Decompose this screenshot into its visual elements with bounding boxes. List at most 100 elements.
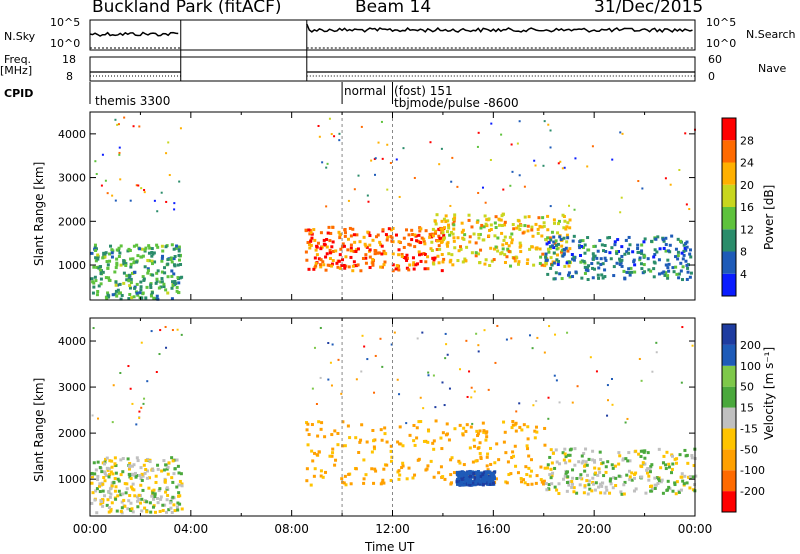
velocity-scatter [150,330,153,333]
power-cell [373,252,377,256]
velocity-scatter [331,343,334,346]
velocity-cell [110,481,114,485]
power-cell [430,235,434,239]
power-cell [151,273,155,277]
velocity-scatter [311,387,314,390]
velocity-cell [528,474,532,478]
velocity-scatter [127,365,130,368]
power-cell [686,266,690,270]
power-cell [417,233,421,237]
power-cell [657,272,661,276]
power-cell [672,270,676,274]
power-cell [419,252,423,256]
power-cell [391,263,395,267]
power-cell [618,263,622,267]
power-cell [643,270,647,274]
velocity-scatter [640,379,643,382]
velocity-cell [123,482,127,486]
power-cell [160,277,164,281]
velocity-cell [171,495,175,499]
velocity-cell [533,436,537,440]
velocity-cell [110,484,114,488]
power-cell [104,251,108,255]
velocity-cell [577,460,581,464]
power-cell [135,282,139,286]
power-cell [352,260,356,264]
velocity-cell [109,509,113,513]
velocity-scatter [680,381,683,384]
power-cell [402,236,406,240]
power-cell [138,247,142,251]
velocity-cell [687,475,691,479]
power-cell [118,251,122,255]
power-cell [308,228,312,232]
power-scatter [543,120,546,123]
power-cell [127,247,131,251]
velocity-cell [669,471,673,475]
velocity-cell [135,456,139,460]
power-scatter [138,125,141,128]
velocity-cell [523,481,527,485]
velocity-cell [372,439,376,443]
velocity-cell [591,449,595,453]
power-cell [159,280,163,284]
power-cell [568,247,572,251]
velocity-cell [140,509,144,513]
velocity-cell [401,444,405,448]
power-cell [601,276,605,280]
velocity-cell [307,433,311,437]
velocity-cell [102,462,106,466]
power-cell [170,260,174,264]
velocity-scatter [138,410,141,413]
velocity-cell [93,472,97,476]
power-cell [543,264,547,268]
power-cell [512,227,516,231]
power-cell [518,245,522,249]
power-cell [566,273,570,277]
power-cell [627,235,631,239]
power-cell [658,247,662,251]
velocity-cell [136,505,140,509]
velocity-cell [175,458,179,462]
velocity-cell [143,506,147,510]
velocity-cell [140,497,144,501]
power-cell [308,242,312,246]
velocity-cell [362,458,366,462]
velocity-cell [692,483,696,487]
power-cell [129,281,133,285]
power-scatter [377,141,380,144]
power-cell [625,270,629,274]
velocity-scatter [483,329,486,332]
power-cell [470,225,474,229]
power-cell [530,245,534,249]
power-cell [566,236,570,240]
velocity-cell [109,486,113,490]
power-cell [124,263,128,267]
power-cell [664,249,668,253]
velocity-colorbar-frame [721,323,737,513]
power-cell [565,225,569,229]
velocity-scatter [373,391,376,394]
power-cell [156,297,160,301]
power-scatter [490,122,493,125]
power-scatter [516,142,519,145]
velocity-cell [637,452,641,456]
velocity-cell [138,474,142,478]
power-cell [129,265,133,269]
power-cell [359,269,363,273]
velocity-cell [602,474,606,478]
velocity-scatter [143,397,146,400]
velocity-cell [649,485,653,489]
power-cell [102,251,106,255]
velocity-cell [584,447,588,451]
velocity-cell [475,429,479,433]
velocity-cell [609,482,613,486]
power-cell [437,234,441,238]
velocity-cell [135,474,139,478]
velocity-cell [330,433,334,437]
velocity-cell [628,459,632,463]
power-cell [484,222,488,226]
x-tick-label: 20:00 [577,522,612,536]
velocity-cell [102,470,106,474]
power-cell [435,239,439,243]
